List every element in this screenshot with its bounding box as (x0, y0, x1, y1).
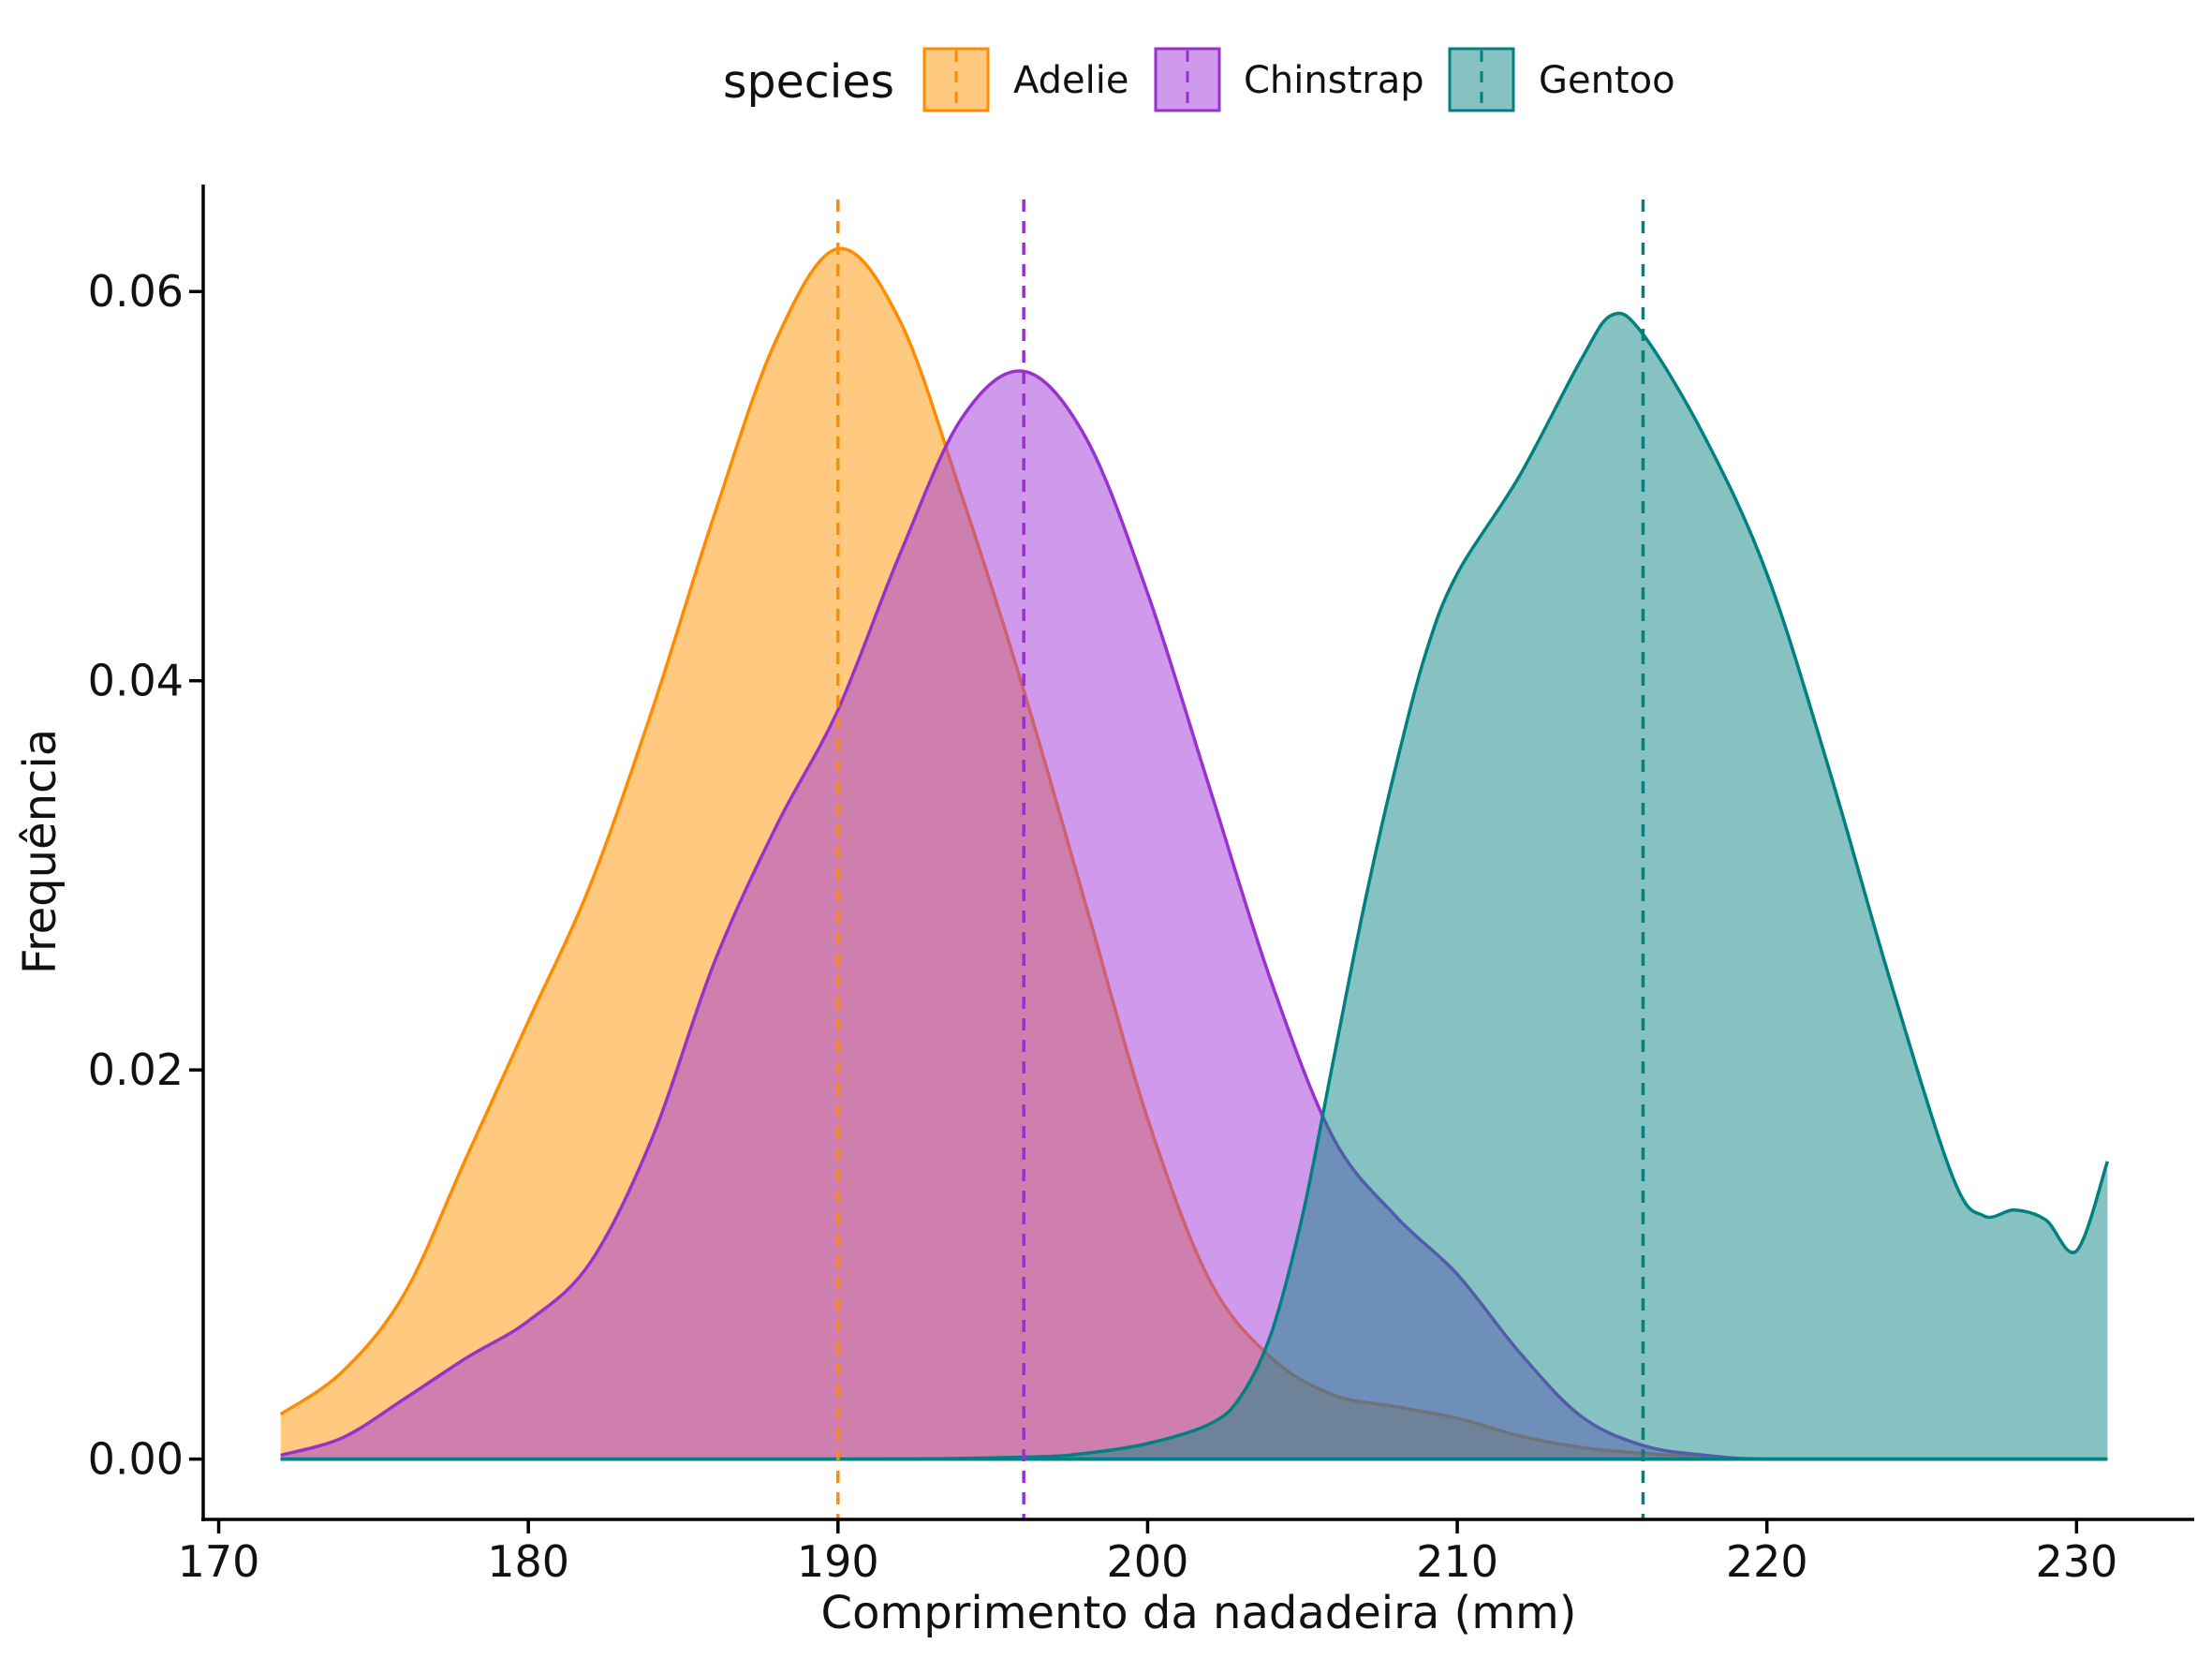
y-axis-title: Frequência (14, 729, 66, 974)
legend-key-gentoo (1448, 47, 1515, 112)
y-tick-label: 0.04 (88, 656, 184, 706)
legend-key-chinstrap (1154, 47, 1221, 112)
legend-label-adelie: Adelie (1013, 59, 1129, 102)
density-areas (279, 246, 2110, 1461)
mean-lines (836, 200, 1645, 1519)
x-axis-title: Comprimento da nadadeira (mm) (821, 1587, 1577, 1639)
y-axis-ticks: 0.00 0.02 0.04 0.06 (88, 266, 203, 1485)
x-tick-label: 180 (487, 1536, 569, 1587)
x-tick-label: 200 (1107, 1536, 1189, 1587)
x-tick-label: 190 (797, 1536, 879, 1587)
legend-key-adelie (922, 47, 990, 112)
density-area-gentoo (280, 313, 2108, 1459)
legend-label-chinstrap: Chinstrap (1244, 59, 1424, 102)
x-tick-label: 210 (1416, 1536, 1498, 1587)
y-tick-label: 0.02 (88, 1044, 184, 1095)
density-area-chinstrap (280, 371, 2108, 1459)
x-axis-ticks: 170 180 190 200 210 220 230 (178, 1519, 2117, 1587)
x-tick-label: 170 (178, 1536, 260, 1587)
legend: species Adelie Chinstrap Gentoo (723, 47, 1675, 112)
x-tick-label: 230 (2035, 1536, 2117, 1587)
x-tick-label: 220 (1726, 1536, 1808, 1587)
density-line-gentoo (280, 311, 2110, 1461)
y-tick-label: 0.00 (88, 1434, 184, 1485)
legend-label-gentoo: Gentoo (1539, 59, 1675, 102)
legend-title: species (723, 55, 894, 109)
y-tick-label: 0.06 (88, 266, 184, 317)
